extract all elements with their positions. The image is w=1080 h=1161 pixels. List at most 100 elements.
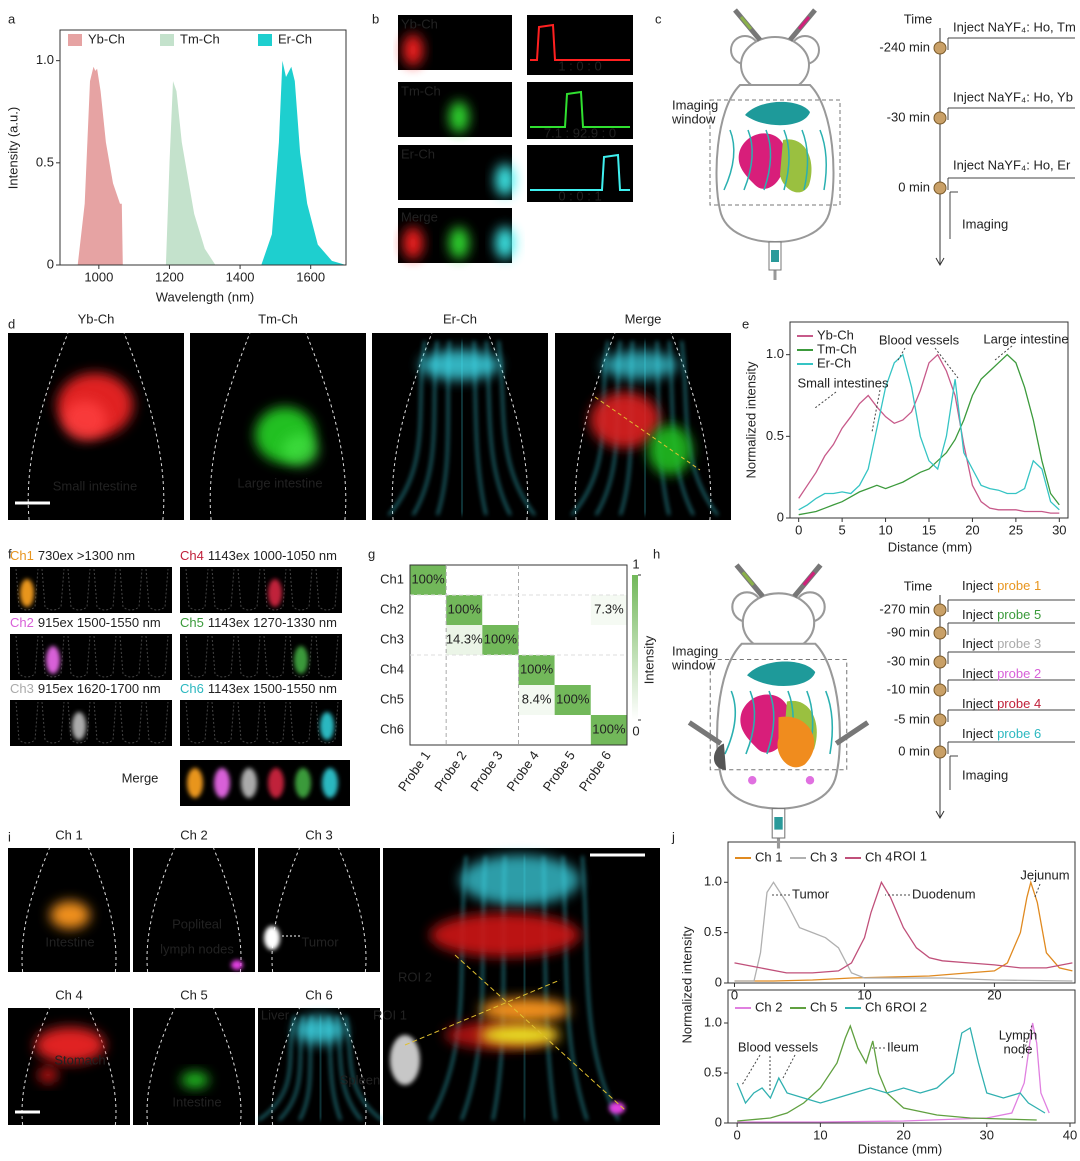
- label: Merge: [122, 770, 159, 785]
- label: 0 min: [898, 743, 930, 758]
- syringe-fluid: [774, 817, 783, 830]
- channel-name: Ch4: [180, 548, 204, 563]
- panel-label: i: [8, 829, 11, 844]
- event-verb: Inject: [962, 726, 993, 741]
- fluorescence: [264, 926, 280, 950]
- x-axis-label: Distance (mm): [888, 539, 973, 554]
- tile-title: Ch 1: [55, 827, 82, 842]
- fluorescence: [403, 34, 423, 66]
- fluorescence: [449, 101, 469, 133]
- annotation-arrow: [781, 1054, 796, 1081]
- colorbar: [632, 575, 638, 720]
- vessel: [819, 129, 827, 191]
- y-axis-label: Intensity (a.u.): [5, 107, 20, 189]
- tile-label: ROI 2: [398, 969, 432, 984]
- label: window: [671, 657, 716, 672]
- y-tick-label: 0.5: [766, 428, 784, 443]
- heat-cell: [518, 715, 555, 745]
- image-tile: [527, 15, 633, 75]
- vessel: [258, 1015, 296, 1121]
- area: [261, 60, 346, 266]
- x-tick-label: 1400: [226, 269, 255, 284]
- fluorescence: [241, 768, 257, 798]
- panel-label: e: [742, 316, 749, 331]
- intestine: [738, 133, 786, 189]
- timeline-dot: [933, 683, 947, 697]
- annotation-arrow: [934, 347, 959, 379]
- fluorescence: [449, 227, 469, 259]
- heat-cell: [554, 625, 591, 655]
- heat-cell: [518, 685, 555, 715]
- x-tick-label: 30: [980, 1127, 994, 1142]
- event-probe: probe 1: [997, 578, 1041, 593]
- event-probe: probe 3: [997, 636, 1041, 651]
- arrow-head: [935, 257, 945, 267]
- event-label: Inject probe 6: [962, 726, 1041, 741]
- heat-cell: [590, 595, 627, 625]
- label: 7.1 : 92.9 : 0: [544, 125, 616, 140]
- heat-cell: [590, 685, 627, 715]
- x-tick-label: 10: [813, 1127, 827, 1142]
- heat-cell: [446, 655, 483, 685]
- x-tick-label: 10: [878, 522, 892, 537]
- tile-label: Intestine: [172, 1094, 221, 1109]
- heat-cell: [482, 625, 519, 655]
- label: Merge: [625, 311, 662, 326]
- cell-label: 14.3%: [446, 631, 483, 646]
- timeline-dot: [933, 745, 947, 759]
- channel-name: Ch5: [180, 615, 204, 630]
- chart-title: ROI 2: [893, 999, 927, 1014]
- y-tick-label: 0: [715, 1114, 722, 1129]
- channel-label: Ch4 1143ex 1000-1050 nm: [180, 548, 337, 563]
- heat-cell: [554, 655, 591, 685]
- roi-line: [404, 979, 561, 1046]
- tile-label: Liver: [261, 1007, 290, 1022]
- cell-label: 100%: [592, 721, 626, 736]
- fluorescence: [460, 855, 580, 905]
- label: Time: [904, 578, 932, 593]
- row-label: Ch2: [380, 601, 404, 616]
- column-label: Probe 5: [540, 748, 578, 794]
- fluorescence: [390, 1035, 420, 1085]
- fluorescence: [294, 646, 308, 674]
- label: 0 : 0 : 1: [558, 188, 601, 203]
- fluorescence: [295, 768, 311, 798]
- heat-cell: [482, 685, 519, 715]
- legend-swatch: [160, 34, 174, 46]
- fluorescence: [480, 998, 570, 1022]
- heat-cell: [482, 565, 519, 595]
- spectrum: [530, 153, 630, 191]
- panel-label: f: [8, 546, 12, 561]
- event-verb: Inject: [962, 636, 993, 651]
- event-verb: Inject: [962, 607, 993, 622]
- event-verb: Inject: [962, 696, 993, 711]
- heat-cell: [518, 655, 555, 685]
- panel-label: h: [653, 546, 660, 561]
- channel-name: Ch3: [10, 681, 34, 696]
- spectrum: [530, 23, 630, 61]
- tile-label: Tumor: [301, 934, 339, 949]
- label: Large intestine: [237, 475, 322, 490]
- x-tick-label: 5: [839, 522, 846, 537]
- label: Imaging: [962, 216, 1008, 231]
- cell-label: 100%: [448, 601, 482, 616]
- legend-label: Ch 6: [865, 999, 892, 1014]
- fluorescence: [20, 579, 34, 607]
- heat-cell: [410, 715, 447, 745]
- cell-label: 100%: [411, 571, 445, 586]
- label: Inject NaYF₄: Ho, Er: [953, 157, 1071, 172]
- legend-swatch: [258, 34, 272, 46]
- channel-label: Ch3 915ex 1620-1700 nm: [10, 681, 161, 696]
- legend-label: Er-Ch: [817, 355, 851, 370]
- fluorescence: [35, 1027, 105, 1063]
- timeline-dot: [933, 41, 947, 55]
- line: [734, 880, 1073, 974]
- fluorescence: [609, 1102, 625, 1114]
- y-tick-label: 0.5: [704, 924, 722, 939]
- fluorescence: [590, 392, 660, 448]
- syringe-fluid: [797, 16, 811, 30]
- image-tile: [133, 1008, 255, 1125]
- liver: [747, 661, 816, 686]
- label: window: [671, 111, 716, 126]
